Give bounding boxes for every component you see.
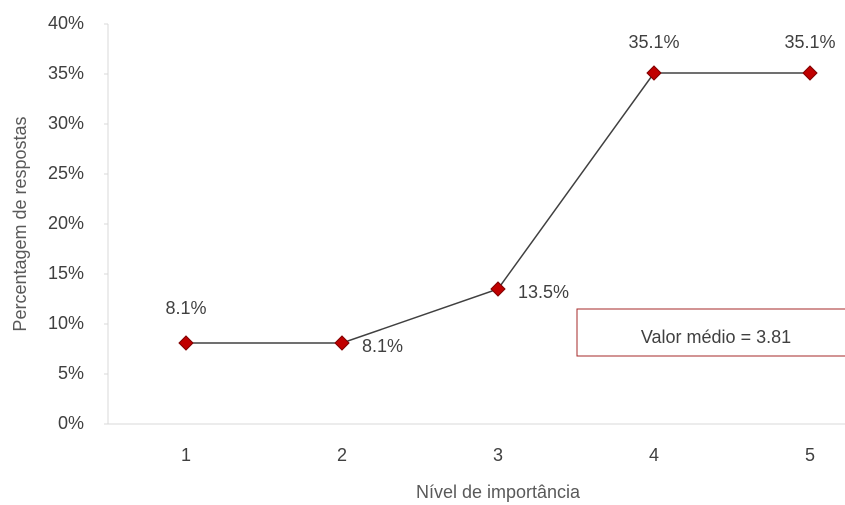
y-tick-label: 10%	[48, 313, 84, 333]
series-line	[186, 72, 810, 344]
y-tick-label: 35%	[48, 63, 84, 83]
x-axis-title: Nível de importância	[416, 482, 581, 502]
y-tick-label: 0%	[58, 413, 84, 433]
data-label: 8.1%	[165, 298, 206, 318]
data-label: 35.1%	[628, 32, 679, 52]
data-label: 13.5%	[518, 282, 569, 302]
y-tick-label: 20%	[48, 213, 84, 233]
y-axis-title: Percentagem de respostas	[10, 116, 30, 331]
y-tick-label: 30%	[48, 113, 84, 133]
annotation: Valor médio = 3.81	[641, 327, 791, 347]
x-tick-label: 2	[337, 445, 347, 465]
x-tick-label: 5	[805, 445, 815, 465]
data-label: 35.1%	[784, 32, 835, 52]
x-tick-label: 1	[181, 445, 191, 465]
marker	[334, 335, 350, 351]
marker	[802, 65, 818, 81]
y-tick-label: 25%	[48, 163, 84, 183]
marker	[178, 335, 194, 351]
data-label: 8.1%	[362, 336, 403, 356]
x-tick-label: 4	[649, 445, 659, 465]
y-tick-label: 40%	[48, 13, 84, 33]
x-tick-label: 3	[493, 445, 503, 465]
marker	[646, 65, 662, 81]
annotation-box	[576, 308, 845, 357]
y-tick-label: 15%	[48, 263, 84, 283]
y-tick-label: 5%	[58, 363, 84, 383]
marker	[490, 281, 506, 297]
